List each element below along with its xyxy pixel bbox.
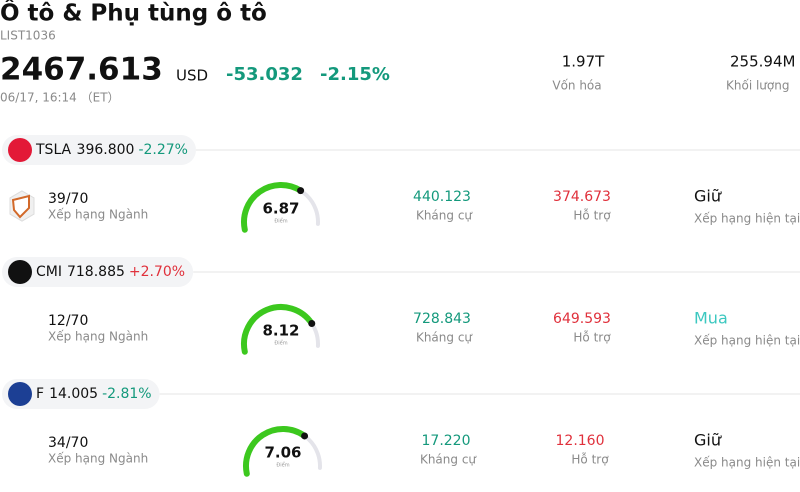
gauge-dot [308, 319, 316, 327]
rating-label: Xếp hạng hiện tại [694, 212, 800, 226]
rank-label: Xếp hạng Ngành [48, 208, 148, 222]
ticker: CMI [36, 264, 62, 280]
resistance-label: Kháng cự [420, 453, 477, 467]
score-label: Điểm [274, 340, 287, 347]
gauge-dot [297, 187, 305, 195]
change-pct: -2.15% [320, 64, 390, 85]
change: -53.032 [226, 64, 303, 85]
stock-price: 718.885 [67, 264, 125, 280]
stock-price: 396.800 [77, 142, 135, 158]
support: 649.593 [553, 311, 611, 327]
score: 8.12 [262, 322, 299, 340]
ticker: TSLA [35, 142, 72, 158]
stock-pill [2, 135, 196, 165]
title: Ô tô & Phụ tùng ô tô [0, 0, 267, 27]
stat-value: 255.94M [730, 53, 795, 71]
rank: 12/70 [48, 313, 88, 329]
score-label: Điểm [276, 462, 289, 469]
gauge-value [241, 304, 315, 355]
rank-icon [11, 194, 30, 219]
rating: Giữ [694, 187, 722, 206]
score: 7.06 [264, 444, 301, 462]
ticker: F [36, 386, 44, 402]
support-label: Hỗ trợ [573, 209, 611, 223]
rank: 34/70 [48, 435, 88, 451]
stock-change: +2.70% [129, 264, 185, 280]
price: 2467.613 [0, 52, 163, 88]
resistance: 728.843 [413, 311, 471, 327]
gauge-dot [301, 432, 309, 440]
support: 12.160 [556, 433, 605, 449]
support: 374.673 [553, 189, 611, 205]
logo [8, 138, 32, 162]
rating: Giữ [694, 431, 722, 450]
logo [8, 260, 32, 284]
support-label: Hỗ trợ [573, 331, 611, 345]
code: LIST1036 [0, 29, 56, 43]
stock-pill [2, 379, 160, 409]
stat-label: Khối lượng [726, 79, 789, 93]
resistance: 440.123 [413, 189, 471, 205]
stat-value: 1.97T [562, 53, 605, 71]
score-label: Điểm [274, 218, 287, 225]
rating-label: Xếp hạng hiện tại [694, 334, 800, 348]
stat-label: Vốn hóa [552, 79, 601, 93]
score: 6.87 [262, 200, 299, 218]
stock-change: -2.27% [138, 142, 188, 158]
rank: 39/70 [48, 191, 88, 207]
gauge-value [241, 182, 304, 233]
logo [8, 382, 32, 406]
resistance: 17.220 [422, 433, 471, 449]
rank-label: Xếp hạng Ngành [48, 452, 148, 466]
stock-change: -2.81% [102, 386, 152, 402]
support-label: Hỗ trợ [571, 453, 609, 467]
rank-label: Xếp hạng Ngành [48, 330, 148, 344]
rating: Mua [694, 309, 728, 328]
time: 06/17, 16:14 （ET） [0, 91, 120, 105]
stock-price: 14.005 [49, 386, 98, 402]
gauge-value [243, 426, 308, 477]
currency: USD [176, 67, 208, 85]
resistance-label: Kháng cự [416, 331, 473, 345]
rating-label: Xếp hạng hiện tại [694, 456, 800, 470]
resistance-label: Kháng cự [416, 209, 473, 223]
stock-pill [2, 257, 194, 287]
